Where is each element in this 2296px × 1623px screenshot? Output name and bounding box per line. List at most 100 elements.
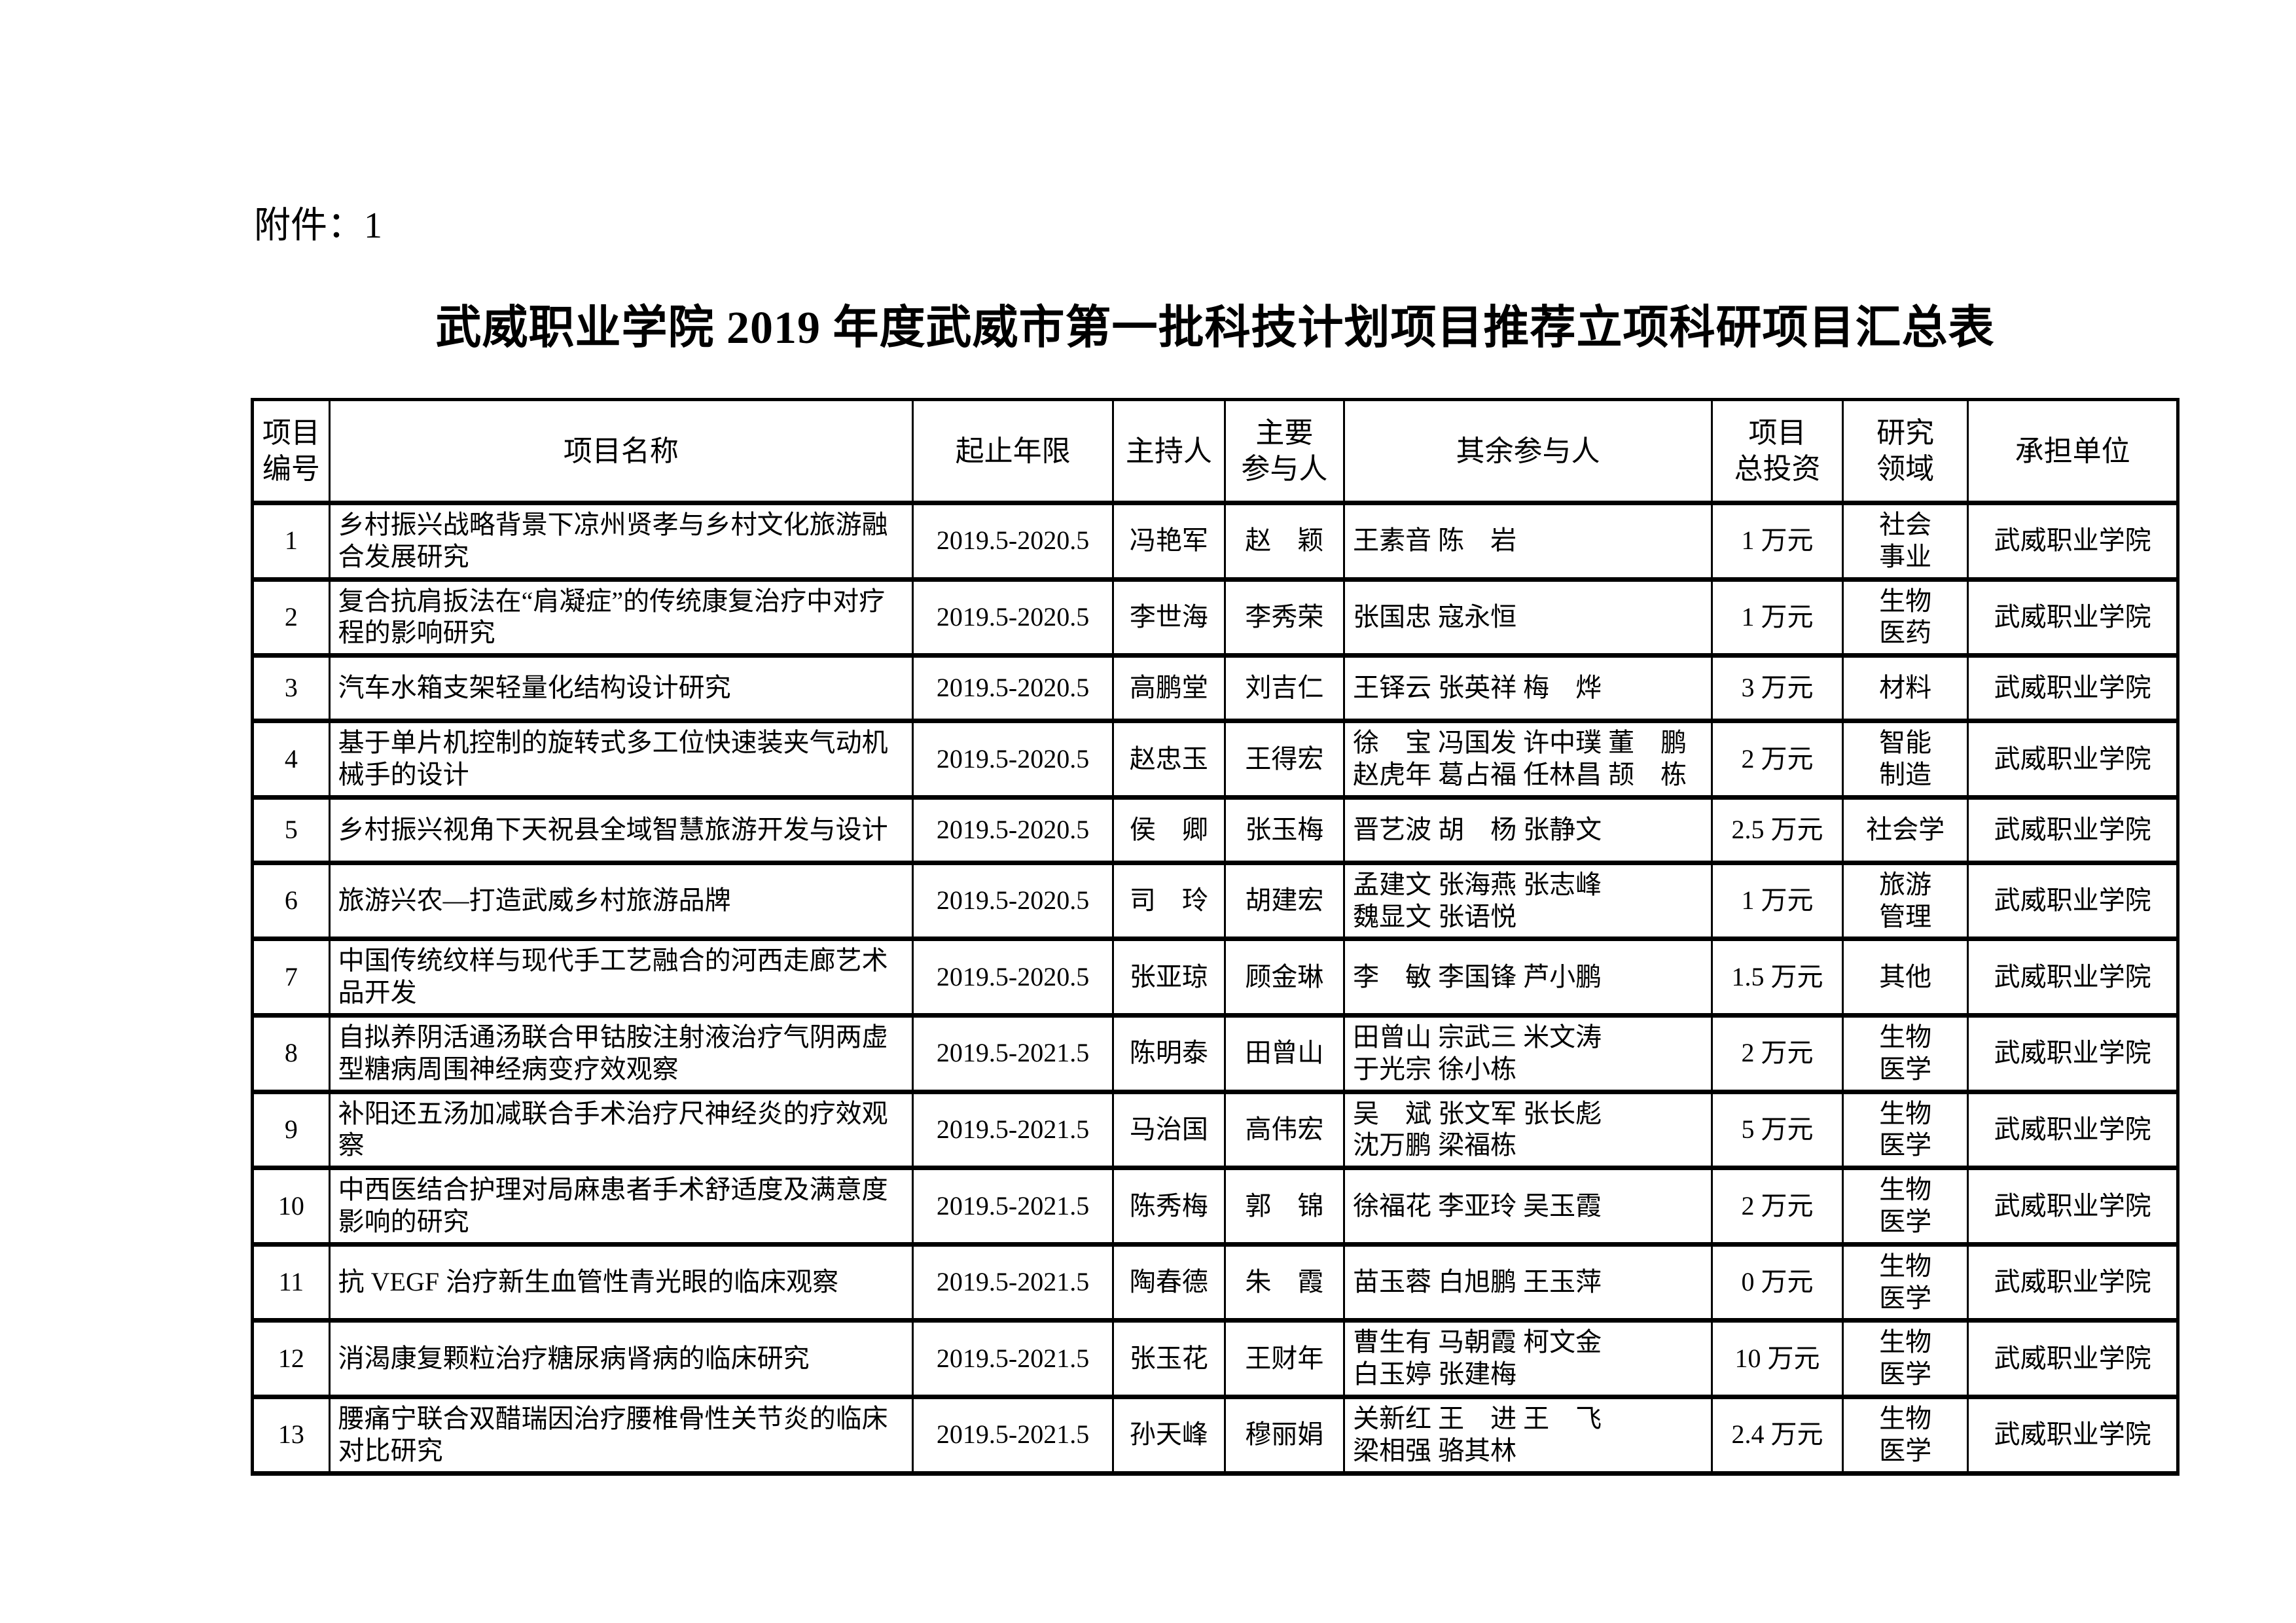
cell-main-participant: 穆丽娟: [1223, 1394, 1346, 1476]
header-undertaking-unit: 承担单位: [1967, 399, 2179, 505]
cell-undertaking-unit: 武威职业学院: [1967, 501, 2179, 582]
table-row: 10 中西医结合护理对局麻患者手术舒适度及满意度影响的研究 2019.5-202…: [251, 1166, 2179, 1247]
cell-leader: 司 玲: [1112, 860, 1226, 942]
projects-table: 项目 编号 项目名称 起止年限 主持人 主要 参与人 其余参与人 项目 总投资 …: [251, 398, 2179, 1476]
cell-leader: 高鹏堂: [1112, 653, 1226, 724]
cell-project-name: 消渴康复颗粒治疗糖尿病肾病的临床研究: [328, 1318, 914, 1399]
header-project-name: 项目名称: [328, 399, 914, 505]
cell-leader: 陈秀梅: [1112, 1166, 1226, 1247]
cell-other-participants: 苗玉蓉 白旭鹏 王玉萍: [1343, 1241, 1713, 1323]
cell-leader: 张亚琼: [1112, 936, 1226, 1018]
cell-period: 2019.5-2020.5: [912, 860, 1115, 942]
table-row: 11 抗 VEGF 治疗新生血管性青光眼的临床观察 2019.5-2021.5 …: [251, 1241, 2179, 1323]
cell-project-name: 中国传统纹样与现代手工艺融合的河西走廊艺术品开发: [328, 936, 914, 1018]
cell-research-field: 社会学: [1842, 794, 1969, 865]
cell-other-participants: 田曾山 宗武三 米文涛 于光宗 徐小栋: [1343, 1012, 1713, 1094]
cell-period: 2019.5-2020.5: [912, 501, 1115, 582]
cell-other-participants: 吴 斌 张文军 张长彪 沈万鹏 梁福栋: [1343, 1089, 1713, 1171]
cell-main-participant: 顾金琳: [1223, 936, 1346, 1018]
cell-investment: 2.5 万元: [1710, 794, 1844, 865]
cell-project-number: 2: [251, 577, 331, 658]
table-body: 1 乡村振兴战略背景下凉州贤孝与乡村文化旅游融合发展研究 2019.5-2020…: [251, 501, 2179, 1476]
cell-main-participant: 胡建宏: [1223, 860, 1346, 942]
cell-main-participant: 朱 霞: [1223, 1241, 1346, 1323]
cell-other-participants: 李 敏 李国锋 芦小鹏: [1343, 936, 1713, 1018]
cell-project-number: 11: [251, 1241, 331, 1323]
cell-investment: 5 万元: [1710, 1089, 1844, 1171]
cell-other-participants: 张国忠 寇永恒: [1343, 577, 1713, 658]
cell-period: 2019.5-2021.5: [912, 1012, 1115, 1094]
cell-period: 2019.5-2021.5: [912, 1166, 1115, 1247]
cell-leader: 冯艳军: [1112, 501, 1226, 582]
cell-investment: 0 万元: [1710, 1241, 1844, 1323]
cell-other-participants: 徐福花 李亚玲 吴玉霞: [1343, 1166, 1713, 1247]
cell-period: 2019.5-2020.5: [912, 794, 1115, 865]
header-research-field: 研究 领域: [1842, 399, 1969, 505]
cell-undertaking-unit: 武威职业学院: [1967, 1089, 2179, 1171]
cell-period: 2019.5-2020.5: [912, 653, 1115, 724]
page-title: 武威职业学院 2019 年度武威市第一批科技计划项目推荐立项科研项目汇总表: [435, 303, 1995, 353]
cell-project-number: 1: [251, 501, 331, 582]
cell-investment: 2 万元: [1710, 1012, 1844, 1094]
cell-other-participants: 徐 宝 冯国发 许中璞 董 鹏 赵虎年 葛占福 任林昌 颉 栋: [1343, 719, 1713, 800]
table-row: 12 消渴康复颗粒治疗糖尿病肾病的临床研究 2019.5-2021.5 张玉花 …: [251, 1318, 2179, 1399]
cell-research-field: 旅游 管理: [1842, 860, 1969, 942]
attachment-label: 附件：1: [254, 205, 382, 246]
cell-period: 2019.5-2021.5: [912, 1089, 1115, 1171]
cell-research-field: 其他: [1842, 936, 1969, 1018]
cell-leader: 李世海: [1112, 577, 1226, 658]
cell-project-name: 旅游兴农—打造武威乡村旅游品牌: [328, 860, 914, 942]
cell-project-number: 9: [251, 1089, 331, 1171]
cell-main-participant: 郭 锦: [1223, 1166, 1346, 1247]
cell-research-field: 生物 医学: [1842, 1318, 1969, 1399]
header-main-participant: 主要 参与人: [1223, 399, 1346, 505]
cell-project-number: 3: [251, 653, 331, 724]
cell-project-number: 4: [251, 719, 331, 800]
cell-leader: 陈明泰: [1112, 1012, 1226, 1094]
cell-research-field: 生物 医学: [1842, 1089, 1969, 1171]
cell-period: 2019.5-2021.5: [912, 1318, 1115, 1399]
header-period: 起止年限: [912, 399, 1115, 505]
cell-investment: 1.5 万元: [1710, 936, 1844, 1018]
table-header-row: 项目 编号 项目名称 起止年限 主持人 主要 参与人 其余参与人 项目 总投资 …: [251, 399, 2179, 505]
cell-main-participant: 李秀荣: [1223, 577, 1346, 658]
cell-project-name: 自拟养阴活通汤联合甲钴胺注射液治疗气阴两虚型糖病周围神经病变疗效观察: [328, 1012, 914, 1094]
header-other-participants: 其余参与人: [1343, 399, 1713, 505]
header-leader: 主持人: [1112, 399, 1226, 505]
cell-project-number: 13: [251, 1394, 331, 1476]
cell-project-name: 汽车水箱支架轻量化结构设计研究: [328, 653, 914, 724]
table-row: 13 腰痛宁联合双醋瑞因治疗腰椎骨性关节炎的临床对比研究 2019.5-2021…: [251, 1394, 2179, 1476]
cell-leader: 孙天峰: [1112, 1394, 1226, 1476]
cell-other-participants: 晋艺波 胡 杨 张静文: [1343, 794, 1713, 865]
cell-undertaking-unit: 武威职业学院: [1967, 719, 2179, 800]
cell-main-participant: 王得宏: [1223, 719, 1346, 800]
cell-investment: 1 万元: [1710, 860, 1844, 942]
cell-project-number: 10: [251, 1166, 331, 1247]
cell-other-participants: 孟建文 张海燕 张志峰 魏显文 张语悦: [1343, 860, 1713, 942]
table-row: 5 乡村振兴视角下天祝县全域智慧旅游开发与设计 2019.5-2020.5 侯 …: [251, 794, 2179, 865]
cell-period: 2019.5-2020.5: [912, 936, 1115, 1018]
cell-project-name: 乡村振兴视角下天祝县全域智慧旅游开发与设计: [328, 794, 914, 865]
cell-undertaking-unit: 武威职业学院: [1967, 1012, 2179, 1094]
table-row: 8 自拟养阴活通汤联合甲钴胺注射液治疗气阴两虚型糖病周围神经病变疗效观察 201…: [251, 1012, 2179, 1094]
cell-undertaking-unit: 武威职业学院: [1967, 794, 2179, 865]
cell-other-participants: 王素音 陈 岩: [1343, 501, 1713, 582]
cell-project-name: 腰痛宁联合双醋瑞因治疗腰椎骨性关节炎的临床对比研究: [328, 1394, 914, 1476]
cell-project-name: 中西医结合护理对局麻患者手术舒适度及满意度影响的研究: [328, 1166, 914, 1247]
cell-undertaking-unit: 武威职业学院: [1967, 1394, 2179, 1476]
cell-research-field: 社会 事业: [1842, 501, 1969, 582]
cell-other-participants: 关新红 王 进 王 飞 梁相强 骆其林: [1343, 1394, 1713, 1476]
cell-main-participant: 赵 颖: [1223, 501, 1346, 582]
table-row: 1 乡村振兴战略背景下凉州贤孝与乡村文化旅游融合发展研究 2019.5-2020…: [251, 501, 2179, 582]
cell-project-name: 抗 VEGF 治疗新生血管性青光眼的临床观察: [328, 1241, 914, 1323]
cell-main-participant: 高伟宏: [1223, 1089, 1346, 1171]
cell-project-name: 基于单片机控制的旋转式多工位快速装夹气动机械手的设计: [328, 719, 914, 800]
cell-project-name: 乡村振兴战略背景下凉州贤孝与乡村文化旅游融合发展研究: [328, 501, 914, 582]
cell-other-participants: 王铎云 张英祥 梅 烨: [1343, 653, 1713, 724]
header-project-number: 项目 编号: [251, 399, 331, 505]
table-header: 项目 编号 项目名称 起止年限 主持人 主要 参与人 其余参与人 项目 总投资 …: [251, 399, 2179, 505]
cell-leader: 陶春德: [1112, 1241, 1226, 1323]
cell-period: 2019.5-2021.5: [912, 1394, 1115, 1476]
cell-leader: 侯 卿: [1112, 794, 1226, 865]
table-row: 2 复合抗肩扳法在“肩凝症”的传统康复治疗中对疗程的影响研究 2019.5-20…: [251, 577, 2179, 658]
